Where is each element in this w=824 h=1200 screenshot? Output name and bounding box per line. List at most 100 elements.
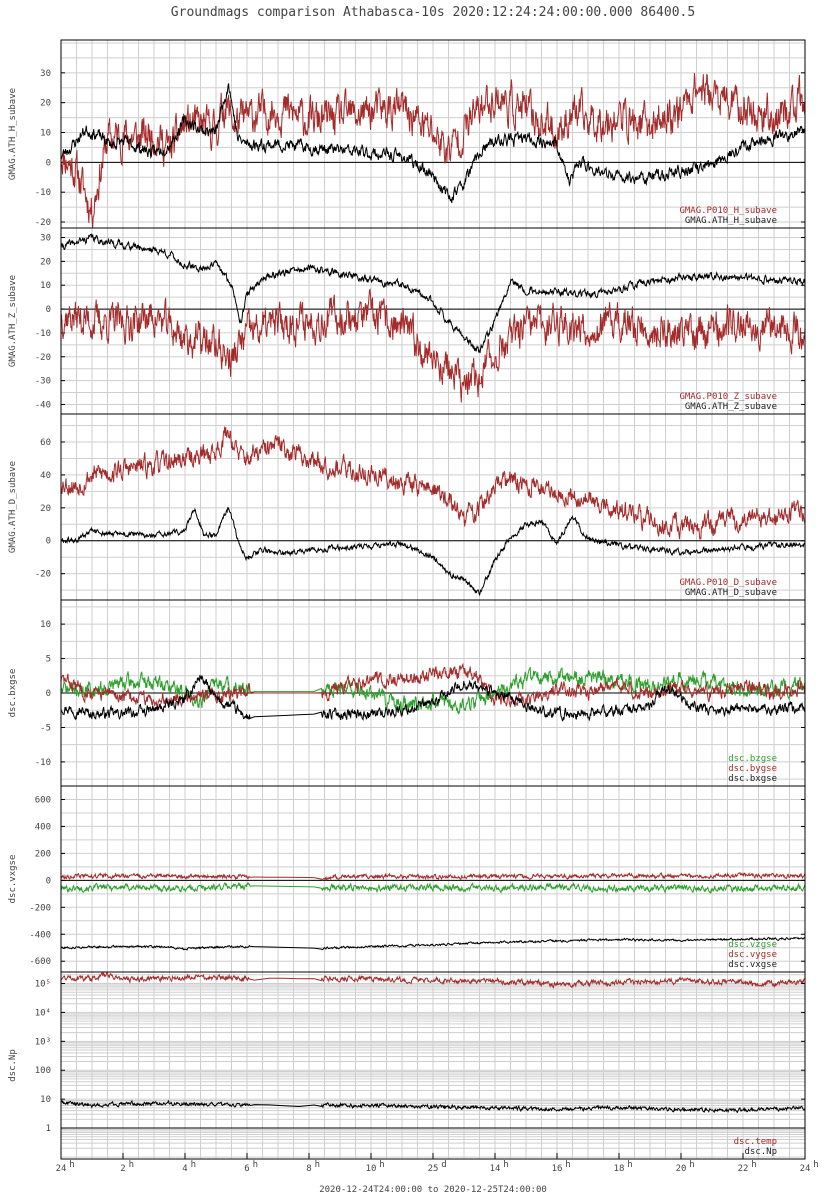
y-tick-label: -5 bbox=[40, 723, 51, 733]
y-axis-label: dsc.bxgse bbox=[8, 669, 18, 718]
grid bbox=[60, 972, 806, 1159]
x-tick-label: 22 bbox=[738, 1164, 749, 1174]
legend-entry: dsc.bygse bbox=[728, 764, 777, 774]
x-tick-unit: h bbox=[565, 1160, 570, 1170]
y-tick-label: -10 bbox=[35, 188, 51, 198]
legend-entry: dsc.bzgse bbox=[728, 754, 777, 764]
y-axis-label: GMAG.ATH_H_subave bbox=[8, 88, 18, 180]
legend-entry: GMAG.ATH_H_subave bbox=[685, 216, 777, 226]
x-tick-label: 20 bbox=[676, 1164, 687, 1174]
x-tick-label: 4 bbox=[182, 1164, 187, 1174]
x-tick-label: 2 bbox=[120, 1164, 125, 1174]
grid bbox=[60, 600, 806, 786]
y-tick-label: 100 bbox=[35, 1066, 51, 1076]
x-tick-unit: h bbox=[253, 1160, 258, 1170]
legend-entry: GMAG.ATH_D_subave bbox=[685, 588, 777, 598]
series-group bbox=[61, 972, 805, 1114]
y-tick-label: 30 bbox=[40, 69, 51, 79]
y-tick-label: -600 bbox=[29, 957, 51, 967]
series-line-gmag-p010-z-subave bbox=[61, 288, 805, 403]
legend-entry: dsc.Np bbox=[744, 1147, 777, 1157]
series-line-dsc-vzgse bbox=[61, 881, 805, 895]
y-axis-label: GMAG.ATH_D_subave bbox=[8, 461, 18, 553]
plot-title: Groundmags comparison Athabasca-10s 2020… bbox=[171, 5, 695, 20]
y-tick-label: -20 bbox=[35, 570, 51, 580]
x-tick-label: 18 bbox=[614, 1164, 625, 1174]
series-group bbox=[61, 871, 805, 951]
y-tick-label: 10 bbox=[40, 620, 51, 630]
series-group bbox=[61, 426, 805, 596]
x-tick-unit: h bbox=[379, 1160, 384, 1170]
x-tick-label: 6 bbox=[244, 1164, 249, 1174]
x-tick-unit: h bbox=[751, 1160, 756, 1170]
y-tick-label: -20 bbox=[35, 218, 51, 228]
panel-4: -10-50510dsc.bxgsedsc.bzgsedsc.bygsedsc.… bbox=[8, 599, 806, 787]
series-line-gmag-ath-d-subave bbox=[61, 506, 805, 596]
x-tick-unit: h bbox=[627, 1160, 632, 1170]
legend-entry: GMAG.ATH_Z_subave bbox=[685, 402, 777, 412]
y-tick-label: 10³ bbox=[35, 1037, 51, 1047]
y-tick-label: 30 bbox=[40, 234, 51, 244]
series-line-dsc-vygse bbox=[61, 871, 805, 881]
x-tick-label: 24 bbox=[800, 1164, 811, 1174]
y-tick-label: 0 bbox=[46, 689, 51, 699]
y-tick-label: 0 bbox=[46, 876, 51, 886]
series-line-dsc-np bbox=[61, 1099, 805, 1114]
x-tick-unit: h bbox=[689, 1160, 694, 1170]
legend-entry: dsc.temp bbox=[734, 1137, 777, 1147]
x-axis: 24 h 2 h 4 h 6 h 8 h 10 h 25 d 14 h 16 h 18 h 20 h 22 h 24 h bbox=[56, 1153, 819, 1174]
x-tick-unit: h bbox=[503, 1160, 508, 1170]
panel-1: -20-100102030GMAG.ATH_H_subaveGMAG.P010_… bbox=[8, 39, 806, 229]
legend-entry: dsc.bxgse bbox=[728, 774, 777, 784]
x-tick-label: 24 bbox=[56, 1164, 67, 1174]
legend-entry: dsc.vygse bbox=[728, 950, 777, 960]
panels: -20-100102030GMAG.ATH_H_subaveGMAG.P010_… bbox=[8, 39, 806, 1160]
panel-2: -40-30-20-100102030GMAG.ATH_Z_subaveGMAG… bbox=[8, 227, 806, 415]
x-tick-label: 25 bbox=[428, 1164, 439, 1174]
y-tick-label: 20 bbox=[40, 504, 51, 514]
series-group bbox=[61, 662, 805, 722]
x-tick-label: 16 bbox=[552, 1164, 563, 1174]
panel-5: -600 -400 -200 0 200 400 600 dsc.vxgse dsc.vzgse… bbox=[8, 785, 806, 973]
y-tick-label: 10 bbox=[40, 281, 51, 291]
series-line-gmag-ath-z-subave bbox=[61, 233, 805, 354]
y-axis-label: GMAG.ATH_Z_subave bbox=[8, 275, 18, 367]
series-line-gmag-ath-h-subave bbox=[61, 83, 805, 203]
y-tick-label: 5 bbox=[46, 655, 51, 665]
x-tick-unit: h bbox=[813, 1160, 818, 1170]
series-line-dsc-vxgse bbox=[61, 936, 805, 951]
y-tick-label: 10⁵ bbox=[35, 980, 51, 990]
x-tick-unit: d bbox=[441, 1160, 446, 1170]
grid bbox=[60, 40, 806, 228]
panel-3: -200204060GMAG.ATH_D_subaveGMAG.P010_D_s… bbox=[8, 413, 806, 601]
y-tick-label: 20 bbox=[40, 99, 51, 109]
series-group bbox=[61, 72, 805, 228]
x-tick-unit: h bbox=[315, 1160, 320, 1170]
y-tick-label: -10 bbox=[35, 329, 51, 339]
legend-entry: dsc.vxgse bbox=[728, 960, 777, 970]
y-tick-label: 40 bbox=[40, 471, 51, 481]
grid bbox=[60, 228, 806, 414]
y-tick-label: 10 bbox=[40, 1095, 51, 1105]
legend-entry: GMAG.P010_Z_subave bbox=[679, 392, 777, 402]
x-range-label: 2020-12-24T24:00:00 to 2020-12-25T24:00:… bbox=[319, 1185, 547, 1195]
legend-entry: GMAG.P010_H_subave bbox=[679, 206, 777, 216]
y-tick-label: -40 bbox=[35, 400, 51, 410]
y-tick-label: -20 bbox=[35, 353, 51, 363]
y-tick-label: 400 bbox=[35, 822, 51, 832]
series-group bbox=[61, 233, 805, 403]
y-tick-label: 10 bbox=[40, 129, 51, 139]
series-line-dsc-temp bbox=[61, 972, 805, 989]
y-tick-label: -400 bbox=[29, 930, 51, 940]
y-axis-label: dsc.Np bbox=[8, 1049, 18, 1082]
x-tick-label: 10 bbox=[366, 1164, 377, 1174]
y-tick-label: -30 bbox=[35, 377, 51, 387]
y-tick-label: 60 bbox=[40, 438, 51, 448]
legend-entry: dsc.vzgse bbox=[728, 940, 777, 950]
x-tick-label: 14 bbox=[490, 1164, 501, 1174]
x-tick-unit: h bbox=[69, 1160, 74, 1170]
grid bbox=[60, 414, 806, 600]
y-tick-label: 20 bbox=[40, 257, 51, 267]
